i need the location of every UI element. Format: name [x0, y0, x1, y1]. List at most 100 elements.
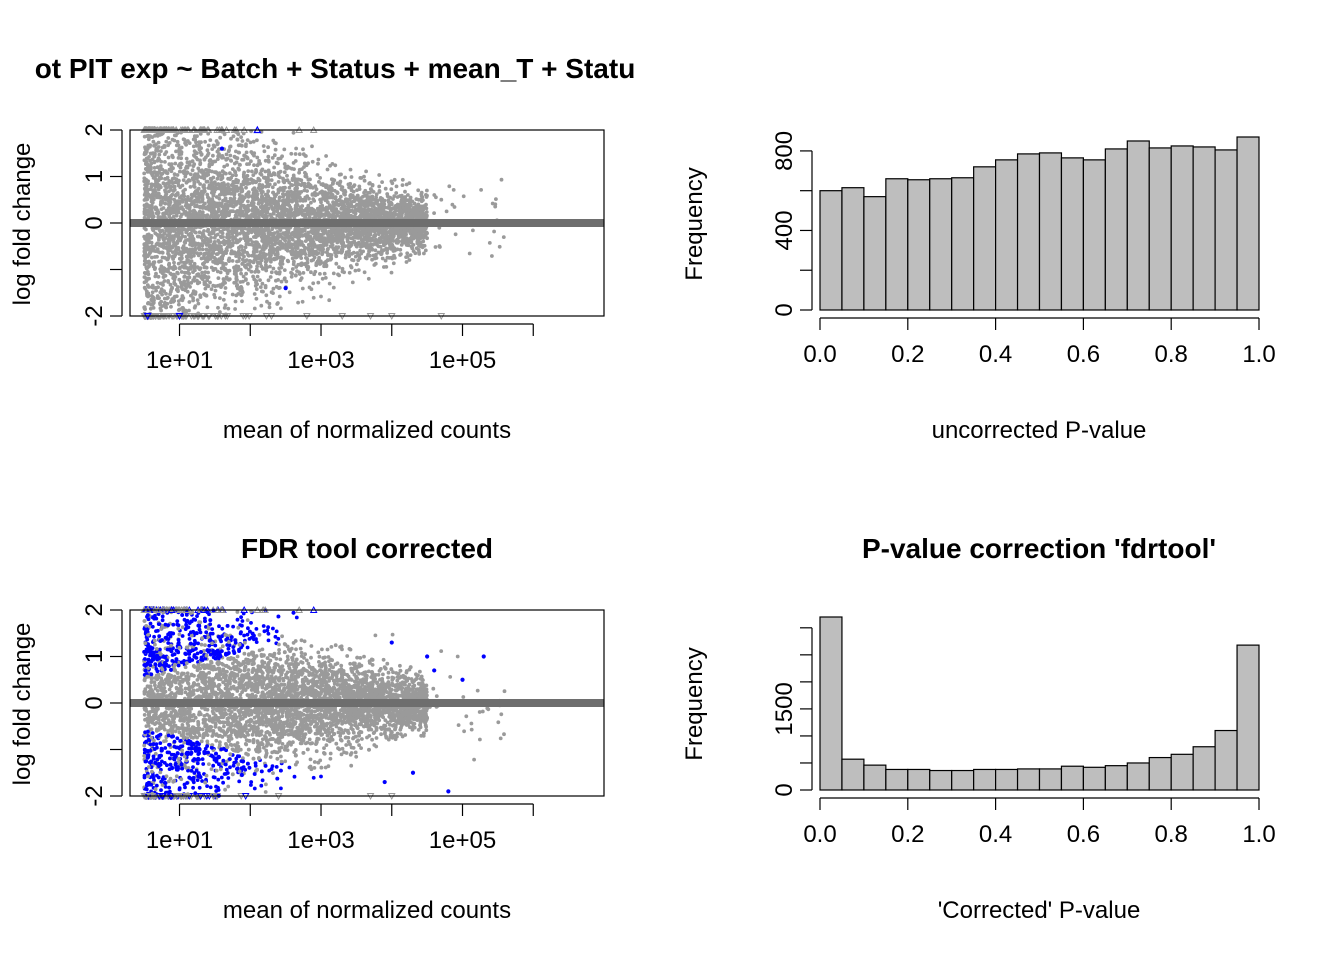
data-point [287, 234, 292, 239]
data-point [276, 190, 281, 195]
data-point [310, 159, 315, 164]
data-point [149, 196, 154, 201]
data-point [289, 189, 293, 194]
data-point [238, 287, 243, 292]
data-point [352, 183, 357, 188]
data-point [206, 186, 211, 190]
data-point [224, 247, 229, 251]
data-point [193, 304, 198, 308]
data-point [235, 283, 240, 287]
data-point [175, 173, 180, 177]
data-point [238, 267, 243, 272]
data-point [146, 245, 151, 250]
data-point [242, 248, 247, 253]
data-point [151, 139, 156, 144]
data-point [199, 189, 204, 194]
data-point [232, 161, 237, 166]
data-point [262, 149, 267, 154]
data-point [233, 169, 237, 174]
data-point [163, 305, 168, 309]
data-point [318, 272, 322, 276]
data-point [192, 180, 197, 185]
data-point [316, 157, 321, 162]
data-point [293, 182, 298, 187]
data-point [161, 275, 166, 279]
data-point [222, 227, 226, 232]
data-point [254, 296, 259, 301]
data-point [202, 282, 207, 287]
data-point [278, 242, 283, 247]
data-point [391, 238, 395, 243]
data-point [375, 201, 379, 206]
data-point [228, 235, 232, 240]
data-point [410, 246, 415, 251]
data-point [356, 240, 361, 245]
data-point [356, 258, 361, 263]
data-point [196, 301, 201, 306]
data-point [389, 202, 394, 207]
data-point [297, 152, 302, 157]
data-point [146, 301, 150, 306]
data-point [257, 178, 262, 183]
data-point [274, 237, 279, 242]
data-point [330, 230, 335, 235]
data-point [218, 135, 223, 140]
data-point [150, 290, 155, 295]
data-point [244, 258, 249, 262]
data-point [425, 193, 429, 198]
data-point [173, 266, 178, 270]
data-point [246, 191, 250, 196]
data-point [258, 285, 263, 289]
data-point [297, 250, 301, 255]
data-point [169, 300, 173, 305]
data-point [262, 234, 267, 239]
data-point [351, 231, 356, 236]
data-point [425, 236, 429, 241]
data-point [340, 227, 345, 232]
data-point [186, 139, 190, 143]
data-point [250, 208, 255, 213]
data-point [254, 267, 259, 272]
data-point [389, 270, 394, 275]
data-point [285, 164, 290, 169]
data-point [348, 167, 353, 172]
data-point [296, 254, 301, 258]
data-point [229, 183, 234, 188]
data-point [260, 210, 265, 215]
data-point [236, 292, 241, 296]
data-point [211, 181, 216, 185]
data-point [302, 181, 307, 186]
data-point [304, 256, 308, 260]
data-point [238, 280, 243, 284]
data-point [349, 186, 354, 191]
data-point [177, 178, 181, 183]
data-point [348, 197, 352, 202]
data-point [239, 135, 244, 140]
data-point [175, 210, 180, 215]
data-point [155, 241, 160, 246]
data-point [231, 209, 235, 214]
data-point [277, 198, 281, 203]
data-point [263, 158, 268, 163]
data-point [267, 178, 271, 183]
data-point [226, 185, 231, 190]
data-point [394, 184, 399, 189]
data-point [203, 286, 208, 291]
data-point [289, 151, 294, 156]
data-point [220, 175, 225, 180]
data-point [353, 268, 358, 273]
data-point [299, 240, 304, 244]
data-point [143, 145, 147, 150]
data-point [222, 251, 227, 256]
data-point [181, 178, 186, 183]
data-point [240, 299, 244, 304]
data-point [289, 183, 293, 187]
data-point [147, 235, 152, 239]
data-point [249, 269, 254, 274]
data-point [234, 238, 239, 243]
data-point [307, 235, 312, 240]
data-point [164, 170, 169, 175]
data-point [252, 235, 256, 239]
data-point [345, 237, 350, 241]
data-point [337, 265, 341, 270]
